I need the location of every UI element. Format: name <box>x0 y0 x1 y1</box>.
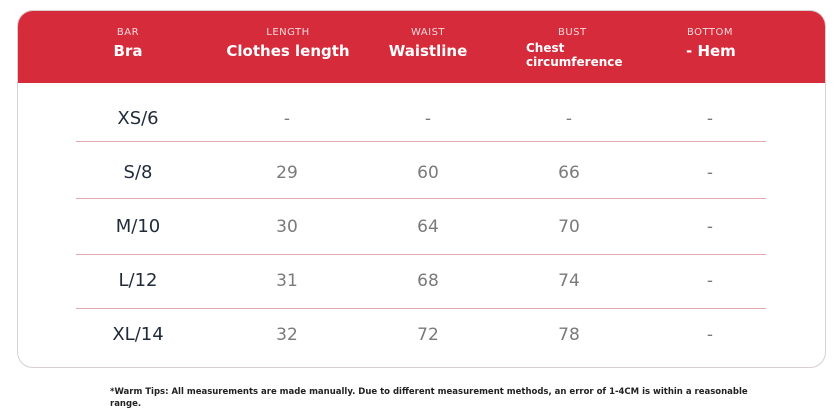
header-bar: BAR Bra <box>18 27 238 60</box>
bust-cell: 74 <box>558 271 580 291</box>
header-waist-sub: WAIST <box>410 27 446 38</box>
header-waist-main: Waistline <box>388 42 468 60</box>
bust-cell: 78 <box>558 325 580 345</box>
waist-cell: 72 <box>417 325 439 345</box>
size-chart-card: BAR Bra LENGTH Clothes length WAIST Wais… <box>17 10 826 368</box>
length-cell: 29 <box>276 163 298 183</box>
bust-cell: - <box>565 109 573 129</box>
header-bar-main: Bra <box>113 42 143 60</box>
waist-cell: 68 <box>417 271 439 291</box>
length-cell: 31 <box>276 271 298 291</box>
waist-cell: 60 <box>417 163 439 183</box>
size-cell: L/12 <box>118 270 158 291</box>
bottom-cell: - <box>706 325 714 345</box>
length-cell: 32 <box>276 325 298 345</box>
row-divider <box>76 254 766 255</box>
table-row: L/12 31 68 74 - <box>18 254 825 308</box>
size-cell: XS/6 <box>117 108 159 129</box>
header-bar-sub: BAR <box>116 27 140 38</box>
row-divider <box>76 198 766 199</box>
header-bottom-main: - Hem <box>686 42 736 60</box>
table-header: BAR Bra LENGTH Clothes length WAIST Wais… <box>18 11 825 83</box>
bottom-cell: - <box>706 163 714 183</box>
bottom-cell: - <box>706 217 714 237</box>
size-cell: S/8 <box>123 162 153 183</box>
table-row: XL/14 32 72 78 - <box>18 308 825 362</box>
header-bust-sub: BUST <box>558 27 587 38</box>
bust-cell: 70 <box>558 217 580 237</box>
bust-cell: 66 <box>558 163 580 183</box>
size-cell: XL/14 <box>112 324 164 345</box>
header-waist: WAIST Waistline <box>358 27 498 60</box>
row-divider <box>76 141 766 142</box>
header-bottom: BOTTOM - Hem <box>640 27 780 60</box>
header-length: LENGTH Clothes length <box>218 27 358 60</box>
table-row: XS/6 - - - - <box>18 92 825 146</box>
header-length-main: Clothes length <box>226 42 350 60</box>
bottom-cell: - <box>706 109 714 129</box>
length-cell: 30 <box>276 217 298 237</box>
table-row: M/10 30 64 70 - <box>18 200 825 254</box>
warm-tips: *Warm Tips: All measurements are made ma… <box>110 387 748 409</box>
waist-cell: 64 <box>417 217 439 237</box>
size-cell: M/10 <box>115 216 161 237</box>
table-row: S/8 29 60 66 - <box>18 146 825 200</box>
length-cell: - <box>283 109 291 129</box>
row-divider <box>76 308 766 309</box>
header-length-sub: LENGTH <box>266 27 310 38</box>
header-bottom-sub: BOTTOM <box>686 27 734 38</box>
bottom-cell: - <box>706 271 714 291</box>
header-bust: BUST Chest circumference <box>526 27 666 69</box>
header-bust-main: Chest circumference <box>526 41 623 69</box>
waist-cell: - <box>424 109 432 129</box>
